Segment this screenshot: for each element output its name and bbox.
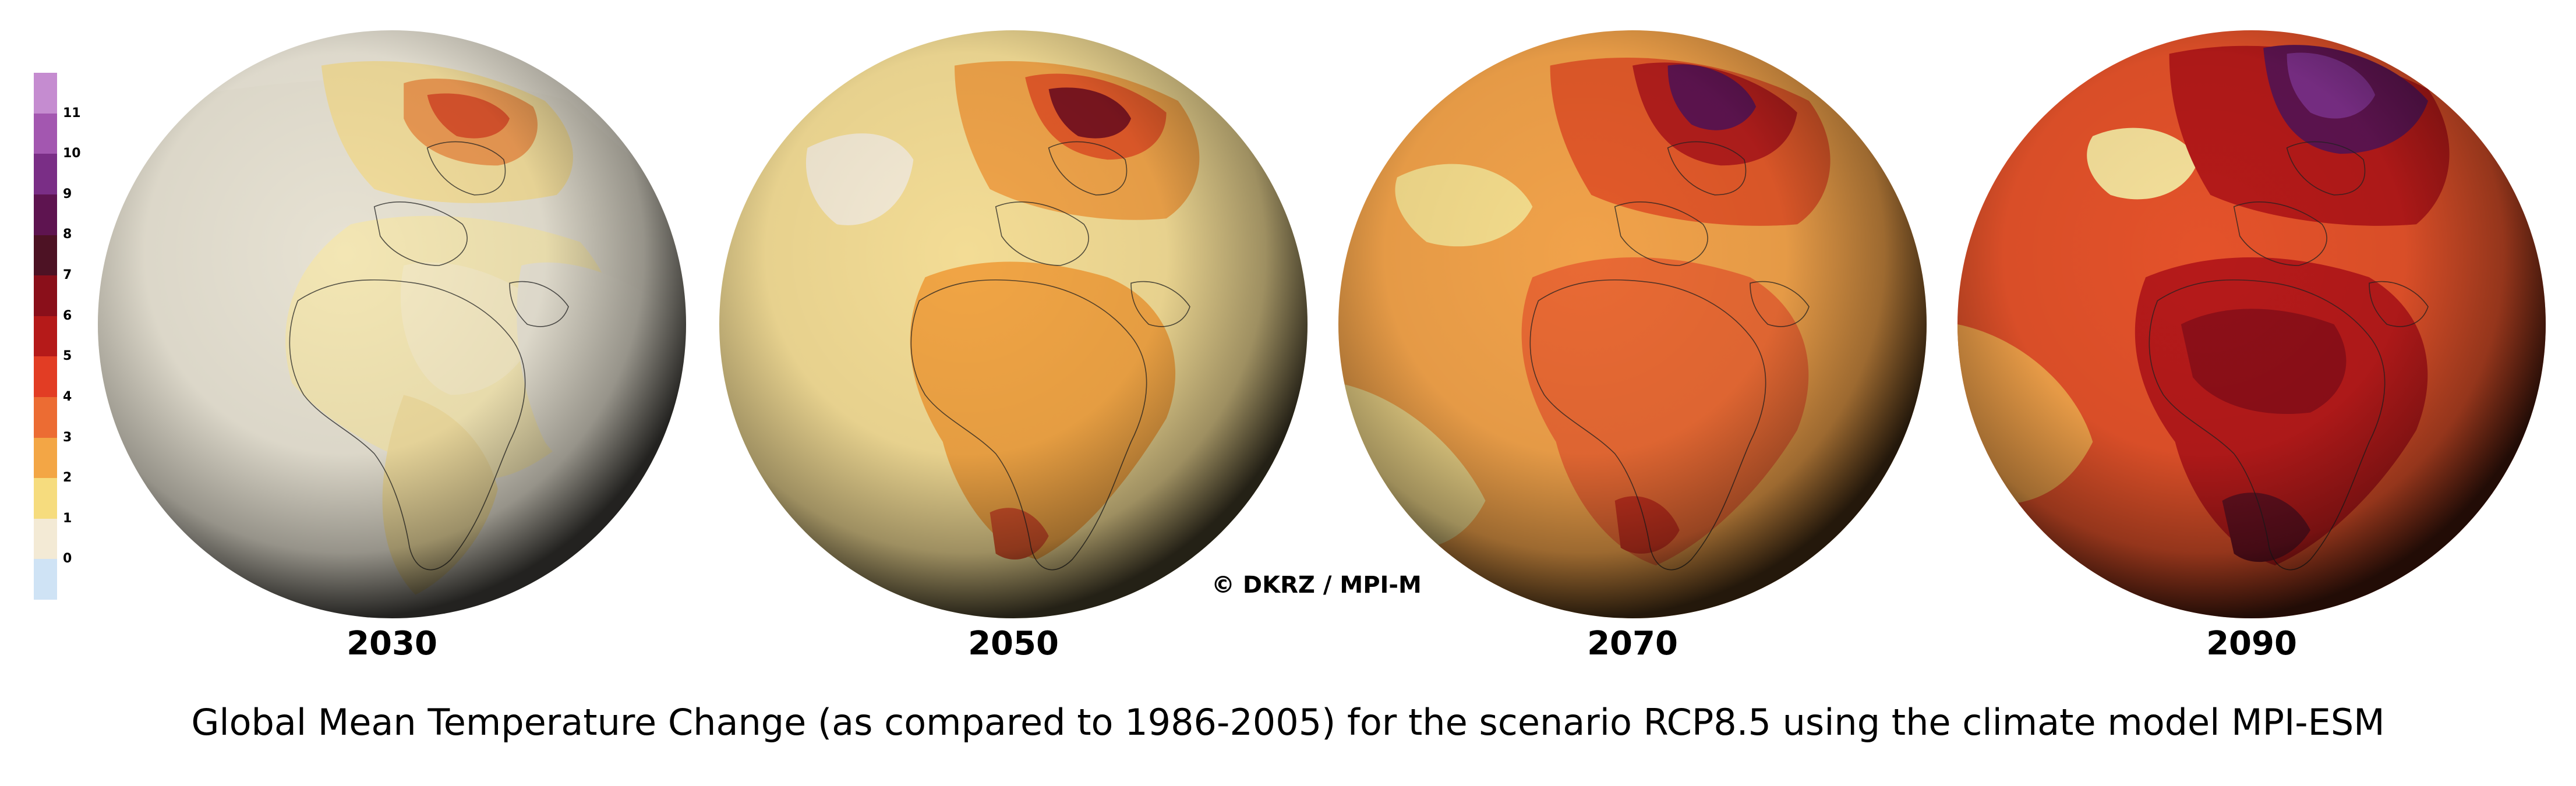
legend-swatch-0 (34, 559, 57, 600)
legend-swatch-2 (34, 478, 57, 519)
legend-swatch-5 (34, 356, 57, 397)
legend-label-5: 5 (63, 349, 72, 364)
legend-swatch-9 (34, 194, 57, 235)
figure-caption: Global Mean Temperature Change (as compa… (191, 701, 2385, 743)
legend-label-2: 2 (63, 470, 72, 486)
legend-label-7: 7 (63, 268, 72, 283)
legend-swatch-10 (34, 154, 57, 194)
legend-label-0: 0 (63, 551, 72, 567)
legend-swatch-11 (34, 113, 57, 154)
globe-2090 (1957, 30, 2546, 618)
legend-label-4: 4 (63, 389, 72, 404)
globe-2030 (98, 30, 686, 618)
legend-swatch-6 (34, 316, 57, 357)
legend-label-8: 8 (63, 227, 72, 242)
globe-2090-map (1957, 30, 2546, 618)
legend-swatch-1 (34, 518, 57, 560)
globe-2070-map (1338, 30, 1927, 618)
legend-label-6: 6 (63, 308, 72, 323)
temperature-legend-labels: 0 1 2 3 4 5 6 7 8 9 10 11 (63, 73, 98, 600)
legend-label-1: 1 (63, 511, 72, 526)
legend-swatch-12 (34, 73, 57, 114)
legend-label-9: 9 (63, 186, 72, 201)
legend-label-10: 10 (63, 146, 81, 161)
year-label-2070: 2070 (1587, 625, 1678, 663)
legend-swatch-7 (34, 275, 57, 316)
legend-swatch-3 (34, 437, 57, 479)
year-label-2030: 2030 (347, 625, 437, 663)
temperature-legend-colorbar (34, 73, 57, 600)
globe-2050-map (719, 30, 1308, 618)
year-label-2090: 2090 (2206, 625, 2297, 663)
legend-label-3: 3 (63, 430, 72, 445)
globe-2070 (1338, 30, 1927, 618)
legend-label-11: 11 (63, 105, 81, 121)
copyright-notice: © DKRZ / MPI-M (1211, 572, 1422, 599)
legend-swatch-4 (34, 396, 57, 438)
globe-2030-map (98, 30, 686, 618)
legend-swatch-8 (34, 235, 57, 276)
globe-2050 (719, 30, 1308, 618)
year-label-2050: 2050 (968, 625, 1059, 663)
